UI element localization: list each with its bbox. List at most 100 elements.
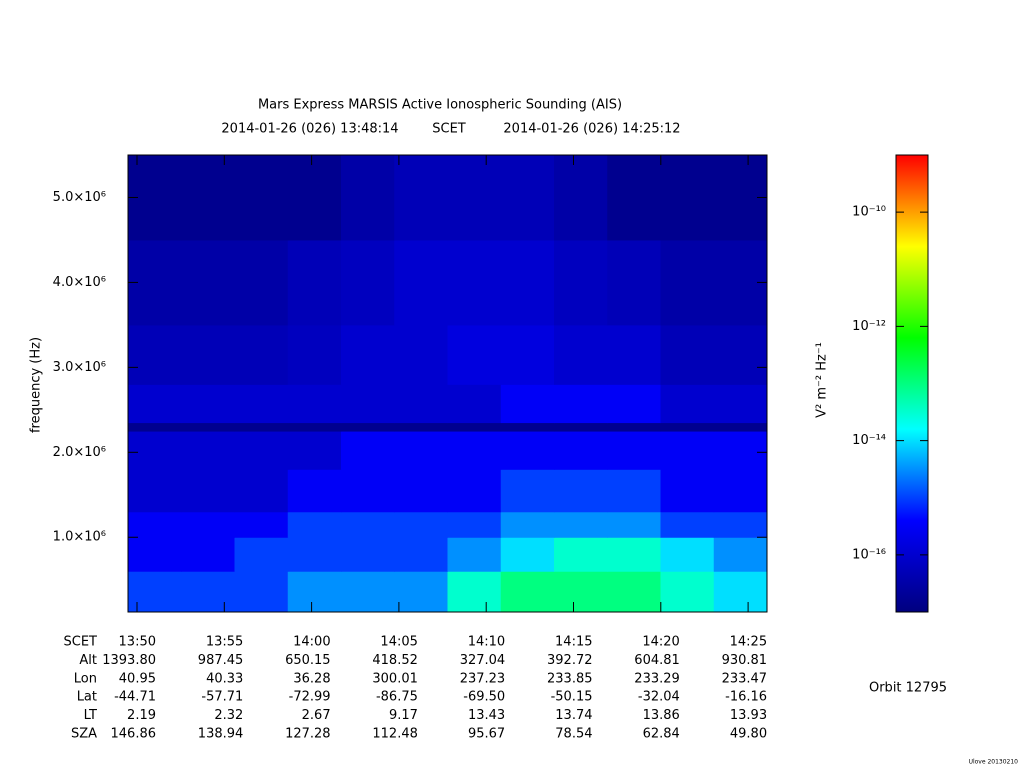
time-frame: SCET [432,122,466,137]
spectrogram-cell [181,571,235,613]
ephemeris-label: SCET [64,635,98,650]
spectrogram-cell [500,422,555,432]
spectrogram-cell [341,571,395,613]
colorbar-label: V² m⁻² Hz⁻¹ [815,342,830,418]
spectrogram-cell [607,384,661,424]
spectrogram-cell [447,469,502,513]
ephemeris-value: 418.52 [372,653,418,668]
ephemeris-value: 327.04 [460,653,506,668]
ephemeris-value: 146.86 [111,727,157,742]
spectrogram-cell [713,469,768,513]
ephemeris-label: Lon [74,671,97,686]
ephemeris-value: 1393.80 [102,653,156,668]
spectrogram-cell [394,384,448,424]
spectrogram-cell [234,422,289,432]
ephemeris-value: -32.04 [638,690,680,705]
spectrogram-cell [128,384,182,424]
ephemeris-value: 36.28 [293,671,330,686]
ephemeris-value: 14:00 [293,635,330,650]
spectrogram-cell [341,511,395,538]
spectrogram-cell [341,537,395,572]
spectrogram-cell [607,469,661,513]
spectrogram-cell [234,571,289,613]
spectrogram-cell [181,324,235,385]
spectrogram-cell [181,384,235,424]
spectrogram-cell [447,571,502,613]
spectrogram-cell [713,384,768,424]
y-tick-label: 3.0×10⁶ [53,360,106,375]
spectrogram-cell [607,537,661,572]
spectrogram-cell [500,384,555,424]
spectrogram-cell [234,431,289,470]
spectrogram-cell [287,511,342,538]
ephemeris-value: -44.71 [114,690,156,705]
ephemeris-value: -86.75 [376,690,418,705]
ephemeris-value: 2.67 [302,708,331,723]
ephemeris-value: 604.81 [634,653,680,668]
ephemeris-value: 14:05 [380,635,417,650]
spectrogram-cell [447,324,502,385]
spectrogram-cell [713,431,768,470]
spectrogram-cell [234,537,289,572]
ephemeris-value: 13.86 [643,708,680,723]
spectrogram-cell [500,511,555,538]
spectrogram-cell [607,324,661,385]
spectrogram-cell [660,384,715,424]
spectrogram-cell [394,431,448,470]
spectrogram-cell [128,469,182,513]
spectrogram-cell [128,324,182,385]
ephemeris-value: -50.15 [551,690,593,705]
footer: Ulove 20130210 [969,759,1019,766]
spectrogram-cell [287,384,342,424]
spectrogram-cell [447,239,502,326]
spectrogram-cell [554,422,608,432]
ephemeris-value: 13.93 [730,708,767,723]
spectrogram-cell [181,537,235,572]
spectrogram-cell [554,239,608,326]
spectrogram-cell [128,511,182,538]
y-tick-label: 4.0×10⁶ [53,275,106,290]
spectrogram-cell [181,511,235,538]
ephemeris-value: 14:15 [555,635,592,650]
ephemeris-value: 233.47 [722,671,768,686]
spectrogram-cell [287,537,342,572]
spectrogram-cell [554,155,608,241]
spectrogram-cell [234,511,289,538]
spectrogram-cell [554,571,608,613]
ephemeris-value: 237.23 [460,671,506,686]
spectrogram-cell [713,537,768,572]
colorbar-tick-label: 10⁻¹⁶ [852,547,886,562]
spectrogram-cell [341,324,395,385]
colorbar-tick-label: 10⁻¹² [852,319,886,334]
spectrogram-cell [341,155,395,241]
ephemeris-value: 14:20 [642,635,679,650]
spectrogram-cell [181,155,235,241]
ephemeris-value: 9.17 [389,708,418,723]
ephemeris-value: 14:10 [468,635,505,650]
ephemeris-value: 233.29 [634,671,680,686]
spectrogram-cell [394,239,448,326]
orbit-label: Orbit 12795 [869,681,947,696]
spectrogram-cell [500,155,555,241]
chart-title: Mars Express MARSIS Active Ionospheric S… [258,98,622,113]
ephemeris-label: Lat [77,690,97,705]
spectrogram-cell [128,431,182,470]
ephemeris-value: 40.33 [206,671,243,686]
spectrogram-cell [447,431,502,470]
spectrogram-cell [181,431,235,470]
spectrogram-cell [128,422,182,432]
spectrogram-cell [394,537,448,572]
spectrogram-cell [554,511,608,538]
spectrogram-cell [713,422,768,432]
ephemeris-value: 62.84 [643,727,680,742]
spectrogram-cell [607,511,661,538]
ephemeris-value: 233.85 [547,671,593,686]
ephemeris-value: 2.32 [214,708,243,723]
spectrogram-cell [500,431,555,470]
spectrogram-cell [181,422,235,432]
y-axis-label: frequency (Hz) [29,337,44,433]
spectrogram-cell [660,324,715,385]
spectrogram-cell [607,422,661,432]
ephemeris-label: SZA [71,727,97,742]
spectrogram-cell [660,469,715,513]
